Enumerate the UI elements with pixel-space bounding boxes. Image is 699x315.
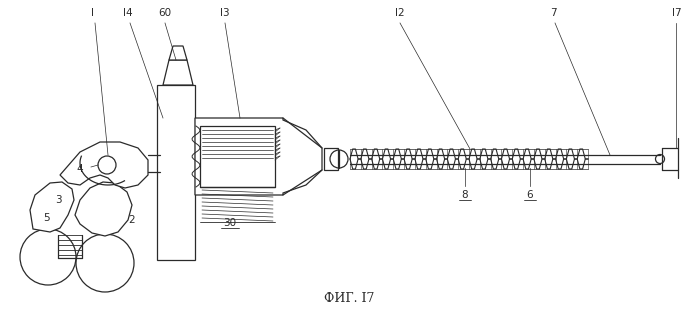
Text: I3: I3	[220, 8, 230, 18]
Polygon shape	[163, 60, 193, 85]
Text: 6: 6	[526, 190, 533, 200]
Text: ФИГ. I7: ФИГ. I7	[324, 291, 374, 305]
Text: I2: I2	[395, 8, 405, 18]
Text: 7: 7	[549, 8, 556, 18]
Text: 60: 60	[159, 8, 171, 18]
Text: 2: 2	[129, 215, 136, 225]
Bar	[200, 126, 275, 187]
Text: 3: 3	[55, 195, 62, 205]
Text: 4: 4	[77, 164, 83, 174]
Circle shape	[656, 154, 665, 163]
Text: I: I	[90, 8, 94, 18]
Text: 5: 5	[43, 213, 50, 223]
Text: 8: 8	[461, 190, 468, 200]
Bar	[157, 85, 195, 260]
Polygon shape	[195, 118, 322, 195]
Polygon shape	[75, 182, 132, 236]
Polygon shape	[30, 182, 74, 232]
Text: 30: 30	[224, 218, 236, 228]
Text: I7: I7	[672, 8, 682, 18]
Polygon shape	[60, 142, 148, 188]
Polygon shape	[169, 46, 187, 60]
Text: I4: I4	[123, 8, 133, 18]
Bar	[324, 148, 338, 170]
